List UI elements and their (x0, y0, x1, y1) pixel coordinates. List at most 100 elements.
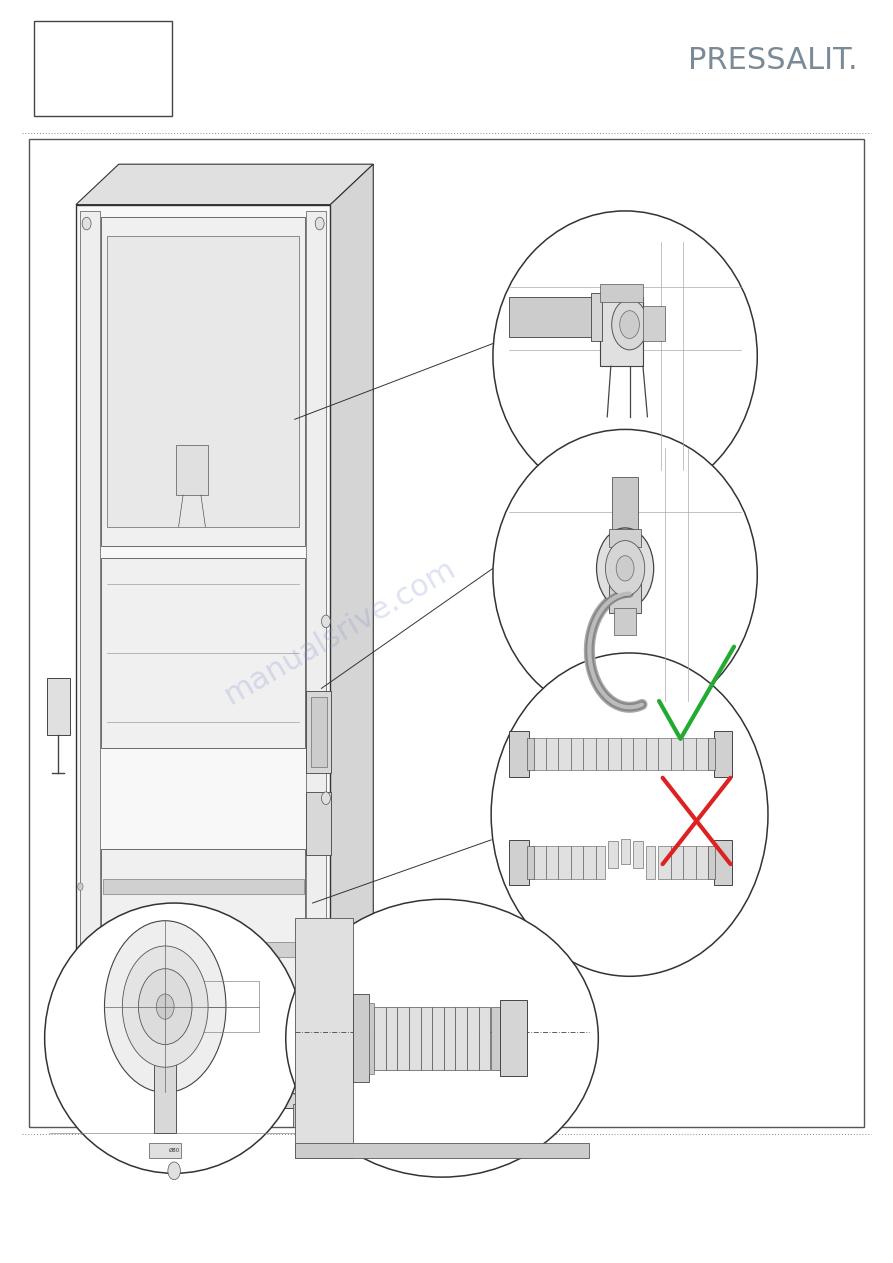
Bar (646, 738, 658, 770)
Bar (596, 738, 608, 770)
Bar (658, 846, 671, 879)
Bar (491, 1007, 500, 1070)
Bar (696, 738, 708, 770)
Circle shape (168, 1162, 180, 1180)
Bar (171, 1013, 179, 1082)
Bar (107, 236, 299, 527)
Bar (683, 738, 696, 770)
Bar (509, 297, 594, 337)
Circle shape (270, 1000, 338, 1096)
Bar (103, 879, 304, 894)
Circle shape (296, 1038, 311, 1058)
Bar (546, 738, 558, 770)
Circle shape (597, 528, 654, 609)
Bar (386, 1007, 397, 1070)
Bar (47, 678, 70, 735)
Polygon shape (76, 164, 373, 205)
Bar (714, 840, 732, 885)
Bar (509, 840, 529, 885)
Bar (467, 1007, 479, 1070)
Bar (101, 849, 305, 1063)
Bar (612, 477, 638, 534)
Text: PRESSALIT.: PRESSALIT. (688, 47, 857, 75)
Bar (238, 1013, 247, 1082)
Bar (633, 738, 646, 770)
Circle shape (204, 966, 243, 1022)
Circle shape (315, 1055, 324, 1067)
Bar (94, 1104, 121, 1127)
Bar (527, 738, 534, 770)
Bar (608, 738, 621, 770)
Bar (293, 1104, 320, 1127)
Bar (621, 738, 633, 770)
Bar (103, 942, 304, 957)
Bar (558, 846, 571, 879)
Bar (229, 1013, 238, 1082)
Bar (527, 846, 534, 879)
Bar (257, 1013, 266, 1082)
Bar (646, 846, 655, 879)
Bar (101, 217, 305, 546)
Bar (189, 1013, 198, 1082)
Circle shape (212, 978, 235, 1010)
Bar (180, 1013, 189, 1082)
Circle shape (138, 969, 192, 1045)
Ellipse shape (493, 429, 757, 720)
Bar (369, 1003, 374, 1074)
Circle shape (616, 556, 634, 581)
Bar (671, 738, 683, 770)
Bar (161, 1013, 170, 1082)
Bar (149, 1143, 181, 1158)
Bar (708, 738, 715, 770)
Bar (608, 841, 618, 869)
Bar (247, 1013, 257, 1082)
Bar (708, 846, 715, 879)
Bar (600, 297, 643, 366)
Bar (479, 1007, 490, 1070)
Circle shape (281, 1015, 326, 1079)
Bar (571, 738, 583, 770)
Bar (500, 1000, 527, 1076)
Circle shape (156, 994, 174, 1019)
Bar (658, 738, 671, 770)
Bar (101, 558, 305, 748)
Circle shape (82, 217, 91, 230)
Ellipse shape (45, 903, 304, 1173)
Bar (409, 1007, 421, 1070)
Bar (295, 918, 353, 1158)
Circle shape (104, 921, 226, 1092)
Circle shape (321, 615, 330, 628)
Bar (192, 981, 259, 1032)
Bar (219, 1013, 228, 1082)
Bar (609, 529, 641, 547)
Text: manualsrive.com: manualsrive.com (219, 553, 460, 710)
Ellipse shape (286, 899, 598, 1177)
Bar (29, 139, 864, 1127)
Circle shape (321, 792, 330, 805)
Bar (596, 846, 605, 879)
Circle shape (78, 946, 83, 954)
Bar (571, 846, 583, 879)
Bar (374, 1007, 386, 1070)
Bar (444, 1007, 455, 1070)
Bar (397, 1007, 409, 1070)
Bar (643, 306, 665, 341)
Bar (609, 581, 641, 613)
Bar (199, 1013, 208, 1082)
Bar (533, 738, 546, 770)
Bar (353, 994, 369, 1082)
Bar (176, 445, 208, 495)
Bar (591, 293, 602, 341)
Bar (583, 738, 596, 770)
Circle shape (78, 1009, 83, 1017)
Bar (76, 205, 330, 1076)
Polygon shape (330, 164, 373, 1076)
Bar (614, 608, 636, 635)
Bar (714, 731, 732, 777)
Bar (34, 21, 172, 116)
Bar (533, 846, 546, 879)
Circle shape (620, 311, 639, 338)
Bar (306, 792, 331, 855)
Bar (600, 284, 643, 302)
Circle shape (612, 299, 647, 350)
